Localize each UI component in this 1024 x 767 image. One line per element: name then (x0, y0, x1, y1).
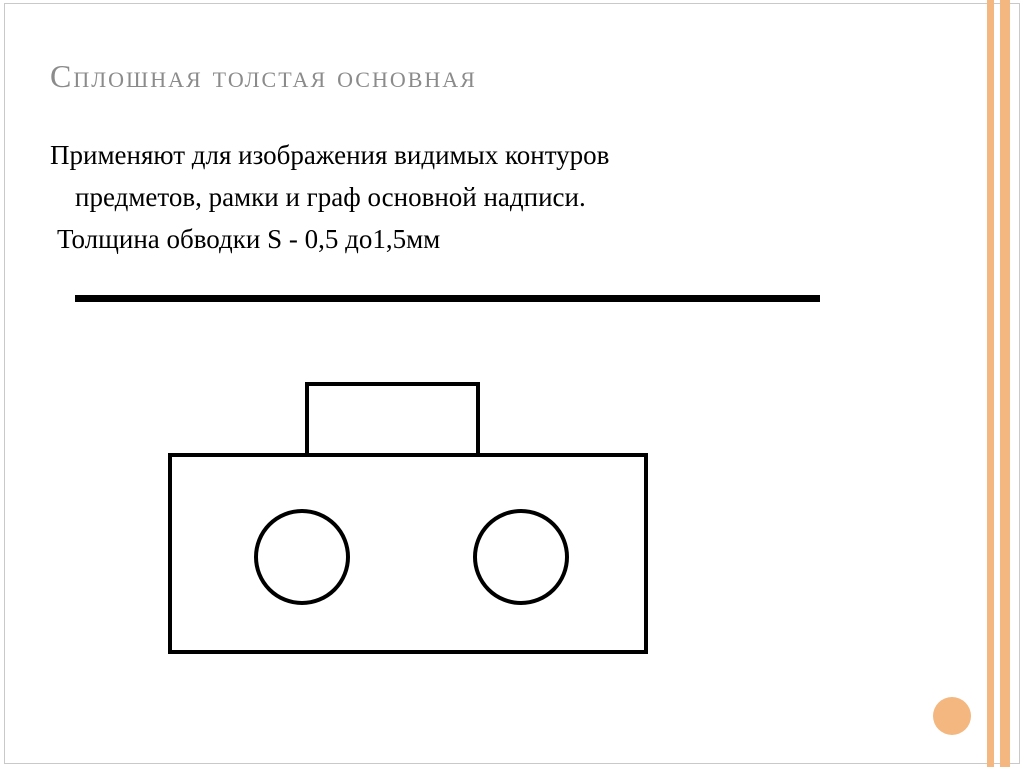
corner-dot-icon (933, 697, 971, 735)
accent-stripe-2 (1000, 0, 1010, 767)
slide: Сплошная толстая основная Применяют для … (0, 0, 1024, 767)
slide-title: Сплошная толстая основная (50, 58, 477, 95)
body-line-1: Применяют для изображения видимых контур… (50, 140, 609, 171)
body-line-3: Толщина обводки S - 0,5 до1,5мм (57, 224, 440, 255)
part-diagram (168, 382, 648, 654)
example-thick-line (75, 295, 820, 302)
accent-stripe-1 (987, 0, 994, 767)
body-line-2: предметов, рамки и граф основной надписи… (75, 182, 586, 213)
